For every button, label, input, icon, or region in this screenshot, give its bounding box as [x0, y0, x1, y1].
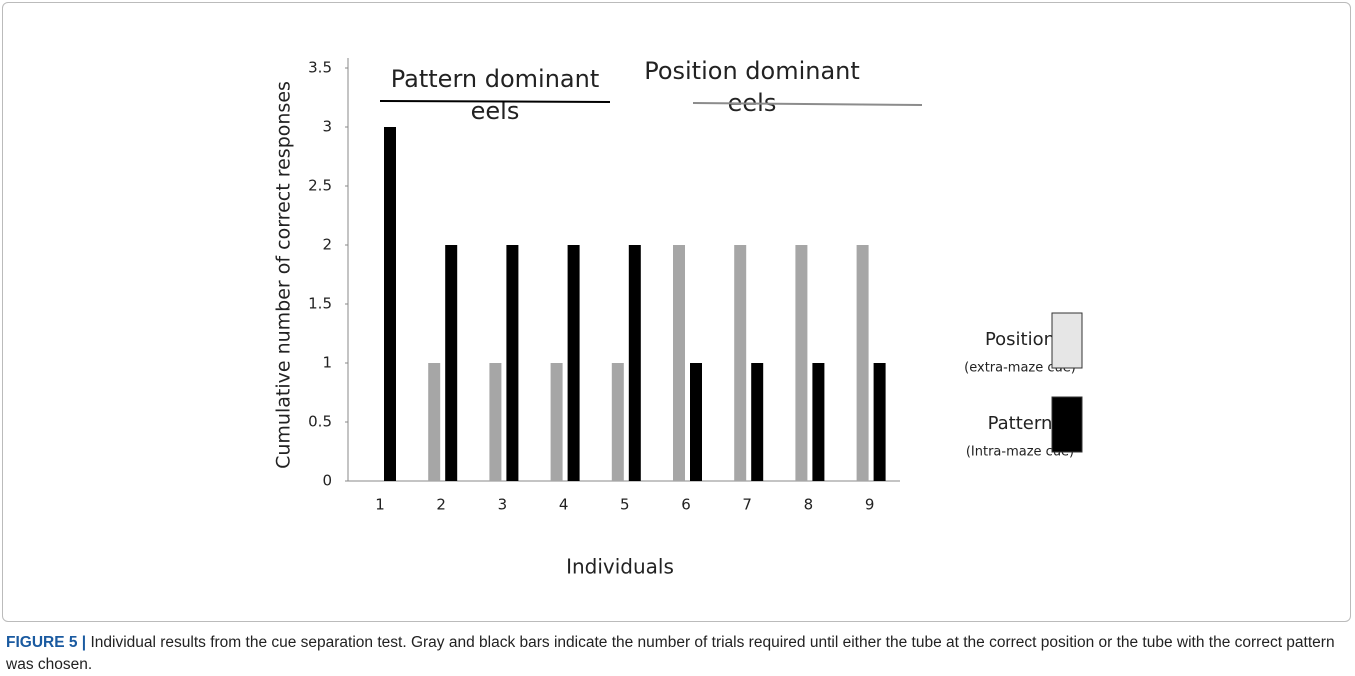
bar [873, 363, 886, 481]
y-tick-label: 1.5 [308, 295, 332, 313]
x-tick-label: 7 [742, 496, 752, 514]
figure-frame [2, 2, 1351, 622]
legend-note: (Intra-maze cue) [966, 445, 1074, 460]
bar [567, 245, 580, 481]
bar [628, 245, 641, 481]
bar [489, 363, 502, 481]
bar [611, 363, 624, 481]
y-tick-label: 3.5 [308, 59, 332, 77]
caption: FIGURE 5 | Individual results from the c… [6, 632, 1351, 676]
annotation-underline [692, 102, 923, 106]
y-axis-label: Cumulative number of correct responses [273, 81, 295, 469]
y-tick-label: 0 [322, 472, 332, 490]
x-tick-label: 8 [804, 496, 814, 514]
y-tick-label: 2.5 [308, 177, 332, 195]
x-tick-label: 3 [498, 496, 508, 514]
bar [428, 363, 441, 481]
y-tick-label: 0.5 [308, 413, 332, 431]
legend-swatch [1051, 396, 1083, 453]
bar [734, 245, 747, 481]
x-tick-label: 2 [436, 496, 446, 514]
bar [550, 363, 563, 481]
bar [690, 363, 702, 481]
caption-label: FIGURE 5 | [6, 634, 87, 651]
x-tick-label: 6 [681, 496, 691, 514]
legend-label: Position [985, 329, 1055, 350]
y-tick-label: 1 [322, 354, 332, 372]
legend-note: (extra-maze cue) [964, 361, 1076, 376]
bar [445, 245, 458, 481]
x-axis-label: Individuals [566, 555, 674, 579]
bar [673, 245, 685, 481]
y-tick-label: 3 [322, 118, 332, 136]
annotation: Position dominant [644, 57, 860, 85]
legend-swatch [1051, 312, 1083, 369]
x-tick-label: 5 [620, 496, 630, 514]
bar [384, 127, 396, 481]
bar [856, 245, 869, 481]
bar [812, 363, 825, 481]
annotation-underline [379, 100, 611, 103]
y-tick-label: 2 [322, 236, 332, 254]
x-tick-label: 1 [375, 496, 385, 514]
annotation: Pattern dominant [391, 65, 599, 93]
x-tick-label: 9 [865, 496, 875, 514]
x-tick-label: 4 [559, 496, 569, 514]
chart: Individuals Cumulative number of correct… [273, 57, 1083, 579]
bar [751, 363, 764, 481]
bar [506, 245, 519, 481]
caption-text: Individual results from the cue separati… [6, 634, 1335, 673]
bar [795, 245, 808, 481]
legend-label: Pattern [988, 413, 1053, 434]
